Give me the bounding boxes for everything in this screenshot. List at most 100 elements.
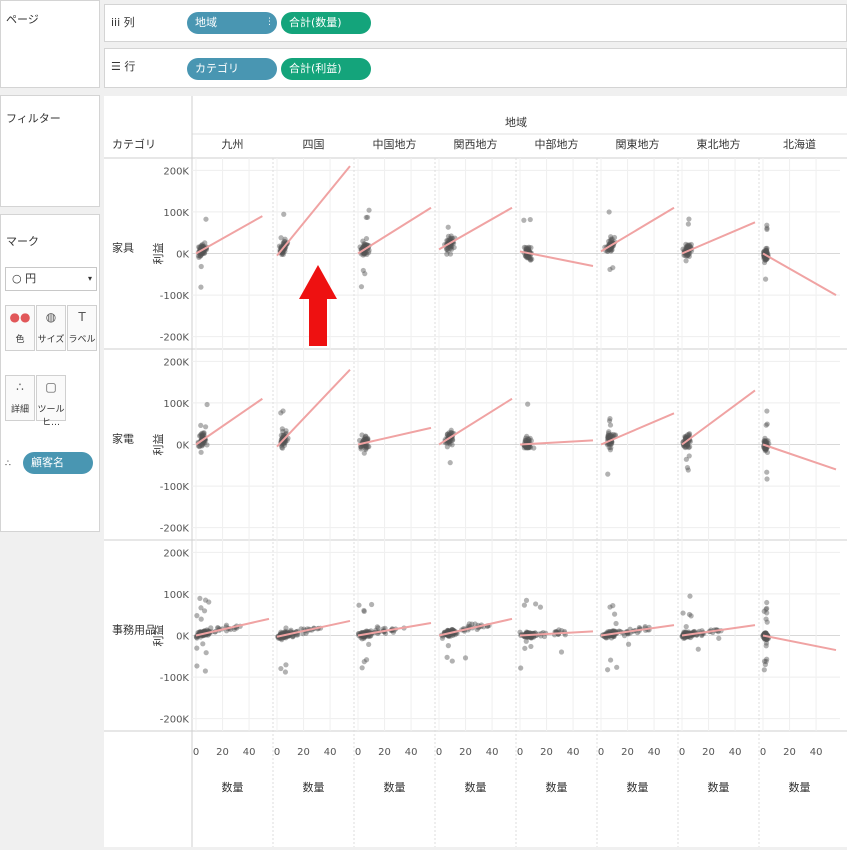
scatter-point [608, 248, 614, 254]
scatter-point [529, 256, 535, 262]
scatter-point [362, 249, 369, 256]
scatter-point [203, 650, 209, 656]
scatter-point [763, 630, 769, 636]
y-tick-label: -100K [160, 673, 190, 684]
scatter-point [198, 431, 204, 437]
scatter-point [361, 659, 367, 665]
scatter-point [447, 441, 453, 447]
row-header: 事務用品 [112, 623, 156, 637]
scatter-point [466, 621, 472, 627]
rows-pill-profit[interactable]: 合計(利益) [281, 58, 371, 80]
scatter-point [763, 640, 770, 646]
scatter-point [201, 628, 207, 634]
scatter-point [683, 258, 689, 264]
scatter-point [361, 437, 367, 443]
scatter-point [445, 643, 451, 649]
x-tick-label: 20 [459, 747, 472, 758]
scatter-point [761, 667, 767, 673]
trend-line [276, 165, 351, 257]
scatter-point [763, 247, 770, 254]
trend-line [438, 206, 513, 251]
rows-shelf[interactable]: ☰ 行 カテゴリ 合計(利益) [104, 48, 847, 88]
scatter-point [362, 436, 369, 443]
scatter-point [201, 250, 207, 256]
x-axis-title: 数量 [222, 781, 244, 794]
x-tick-label: 20 [621, 747, 634, 758]
scatter-point [202, 628, 208, 634]
trend-line [600, 412, 675, 446]
scatter-point [521, 244, 527, 250]
scatter-point [523, 253, 529, 259]
scatter-point [695, 646, 701, 652]
scatter-point [764, 476, 770, 482]
scatter-point [358, 444, 364, 450]
scatter-point [762, 630, 768, 636]
scatter-point [197, 595, 203, 602]
filters-panel[interactable]: フィルター [0, 95, 100, 207]
column-header: 九州 [222, 138, 244, 151]
scatter-point [764, 226, 770, 232]
scatter-point [202, 424, 209, 430]
scatter-point [761, 658, 768, 664]
scatter-point [764, 636, 770, 642]
scatter-point [283, 625, 289, 631]
detail-button[interactable]: ∴ 詳細 [5, 375, 35, 421]
scatter-point [361, 450, 367, 456]
scatter-point [359, 665, 365, 671]
scatter-point [528, 635, 534, 641]
pages-panel[interactable]: ページ [0, 0, 100, 88]
y-tick-label: 200K [163, 166, 189, 177]
scatter-point [281, 211, 287, 217]
scatter-point [282, 238, 288, 244]
detail-pill-icon: ∴ [5, 459, 11, 469]
size-icon: ◍ [45, 310, 57, 324]
scatter-point [611, 611, 618, 617]
scatter-point [526, 444, 532, 450]
y-tick-label: -200K [160, 715, 190, 726]
scatter-point [201, 608, 208, 614]
scatter-point [761, 439, 767, 445]
scatter-point [605, 629, 611, 635]
tooltip-button[interactable]: ▢ ツールヒ… [36, 375, 66, 428]
scatter-point [606, 429, 612, 435]
scatter-point [199, 244, 205, 250]
scatter-point [608, 234, 614, 240]
columns-pill-region[interactable]: 地域 [187, 12, 277, 34]
size-label: サイズ [37, 335, 65, 345]
mark-type-dropdown[interactable]: ○ 円 ▾ [5, 267, 97, 291]
color-button[interactable]: ●● 色 [5, 305, 35, 351]
scatter-point [278, 665, 284, 672]
scatter-point [761, 438, 767, 444]
scatter-point [363, 242, 370, 248]
detail-pill[interactable]: 顧客名 [23, 452, 93, 474]
scatter-point [685, 251, 691, 258]
scatter-point [390, 629, 396, 635]
scatter-point [524, 629, 530, 635]
scatter-point [609, 236, 615, 242]
scatter-point [680, 610, 686, 616]
trend-line [357, 622, 432, 637]
scatter-point [198, 449, 204, 455]
scatter-point [625, 641, 632, 647]
scatter-point [281, 442, 288, 448]
rows-pill-category[interactable]: カテゴリ [187, 58, 277, 80]
scatter-point [763, 247, 770, 253]
scatter-point [761, 635, 768, 642]
columns-pill-quantity[interactable]: 合計(数量) [281, 12, 371, 34]
label-button[interactable]: T ラベル [67, 305, 97, 351]
scatter-point [610, 265, 616, 271]
scatter-point [363, 446, 369, 453]
scatter-point [605, 434, 611, 440]
columns-shelf[interactable]: iii 列 地域 ⋮ 合計(数量) [104, 4, 847, 42]
size-button[interactable]: ◍ サイズ [36, 305, 66, 351]
scatter-point [764, 656, 770, 662]
scatter-point [444, 431, 451, 437]
y-tick-label: 0K [176, 250, 189, 261]
viz-area[interactable]: 地域 カテゴリ 九州 四国 中国地方 関西地方 中部地方 関東地方 東北地方 北海道 家具 利益 200… [104, 96, 847, 847]
scatter-point [762, 439, 768, 446]
mark-type-value: 円 [25, 272, 37, 285]
column-header: 北海道 [783, 137, 816, 151]
scatter-point [764, 249, 770, 255]
trend-line [357, 206, 432, 255]
